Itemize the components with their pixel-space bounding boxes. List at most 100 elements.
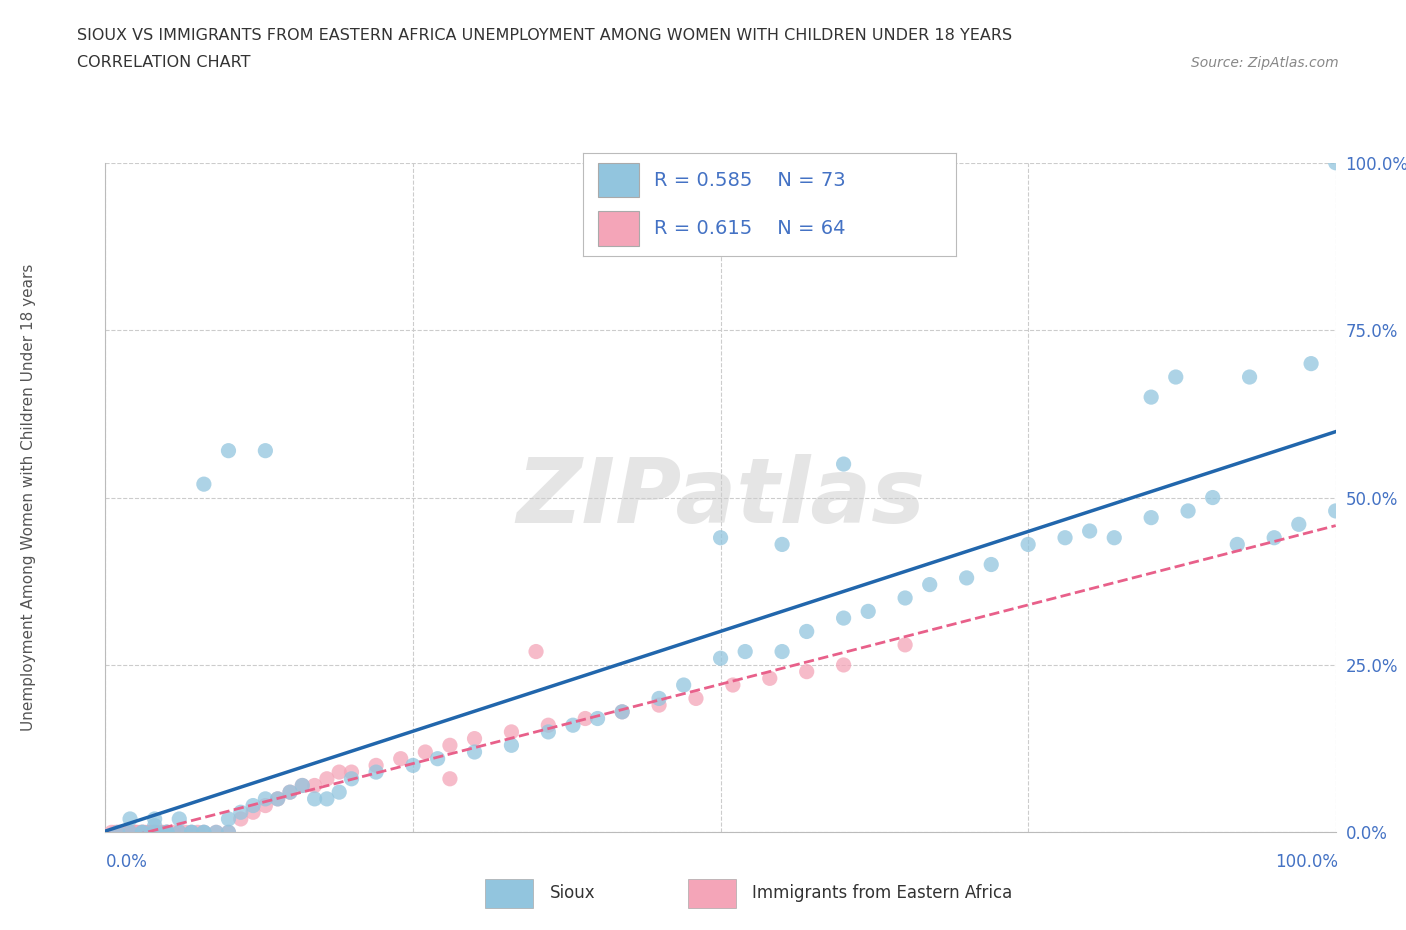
Point (169, 825, 191, 840)
Point (439, 771, 461, 786)
Point (832, 457, 855, 472)
Point (146, 825, 169, 840)
Point (328, 785, 350, 800)
FancyBboxPatch shape (689, 880, 737, 908)
Point (149, 825, 172, 840)
Point (328, 764, 350, 779)
Point (796, 664, 818, 679)
Point (304, 778, 326, 793)
Point (156, 825, 179, 840)
Point (1301, 356, 1323, 371)
Text: 0.0%: 0.0% (105, 853, 148, 870)
Point (112, 825, 135, 840)
Point (267, 791, 290, 806)
Point (218, 825, 240, 840)
Point (648, 698, 671, 712)
Point (1140, 511, 1163, 525)
Point (1226, 537, 1249, 551)
Point (205, 825, 228, 840)
Point (162, 825, 184, 840)
Point (120, 825, 141, 840)
Point (796, 624, 818, 639)
Point (278, 785, 301, 800)
Point (143, 825, 166, 840)
Point (254, 798, 277, 813)
Point (134, 825, 156, 840)
Text: R = 0.615    N = 64: R = 0.615 N = 64 (654, 219, 846, 238)
Point (537, 718, 560, 733)
Point (1140, 390, 1163, 405)
Point (143, 818, 166, 833)
Point (366, 758, 388, 773)
Point (340, 764, 363, 779)
Point (117, 825, 139, 840)
Point (218, 825, 240, 840)
Point (193, 825, 215, 840)
Point (187, 825, 209, 840)
Point (100, 825, 122, 840)
Point (141, 825, 163, 840)
Point (1177, 503, 1199, 518)
FancyBboxPatch shape (599, 211, 640, 246)
Point (110, 825, 132, 840)
Point (180, 825, 202, 840)
Point (648, 691, 671, 706)
Point (389, 751, 412, 766)
Point (156, 825, 179, 840)
Point (894, 637, 917, 652)
Text: R = 0.585    N = 73: R = 0.585 N = 73 (654, 170, 846, 190)
Point (366, 764, 388, 779)
Point (129, 825, 152, 840)
Point (1263, 530, 1285, 545)
Point (501, 737, 523, 752)
Point (980, 557, 1002, 572)
Point (1288, 517, 1310, 532)
Point (278, 785, 301, 800)
Point (537, 724, 560, 739)
Point (169, 812, 191, 827)
Point (104, 825, 127, 840)
Point (685, 691, 707, 706)
Point (229, 812, 252, 827)
Point (205, 825, 228, 840)
Point (586, 711, 609, 726)
Point (721, 678, 744, 693)
Point (1164, 369, 1187, 384)
Point (121, 825, 143, 840)
Point (267, 791, 290, 806)
Point (562, 718, 585, 733)
Text: CORRELATION CHART: CORRELATION CHART (77, 55, 250, 70)
Point (1324, 155, 1347, 170)
Point (439, 737, 461, 752)
Point (131, 825, 153, 840)
Point (956, 570, 979, 585)
Text: SIOUX VS IMMIGRANTS FROM EASTERN AFRICA UNEMPLOYMENT AMONG WOMEN WITH CHILDREN U: SIOUX VS IMMIGRANTS FROM EASTERN AFRICA … (77, 28, 1012, 43)
Point (153, 825, 176, 840)
Point (229, 804, 252, 819)
Point (340, 771, 363, 786)
Point (254, 444, 277, 458)
Point (149, 825, 172, 840)
Point (1102, 530, 1125, 545)
Point (174, 825, 197, 840)
Point (1078, 524, 1101, 538)
Point (426, 751, 449, 766)
Point (918, 578, 941, 592)
Point (1202, 490, 1225, 505)
Point (315, 791, 337, 806)
Point (180, 825, 202, 840)
Point (242, 804, 264, 819)
Text: Source: ZipAtlas.com: Source: ZipAtlas.com (1191, 56, 1339, 70)
Point (156, 825, 179, 840)
Text: 100.0%: 100.0% (1275, 853, 1339, 870)
Point (524, 644, 547, 659)
Point (1017, 537, 1039, 551)
Point (143, 812, 166, 827)
Point (193, 825, 215, 840)
Point (710, 530, 733, 545)
Point (120, 812, 141, 827)
Point (156, 825, 179, 840)
Point (107, 825, 129, 840)
Point (120, 825, 141, 840)
Point (125, 825, 148, 840)
